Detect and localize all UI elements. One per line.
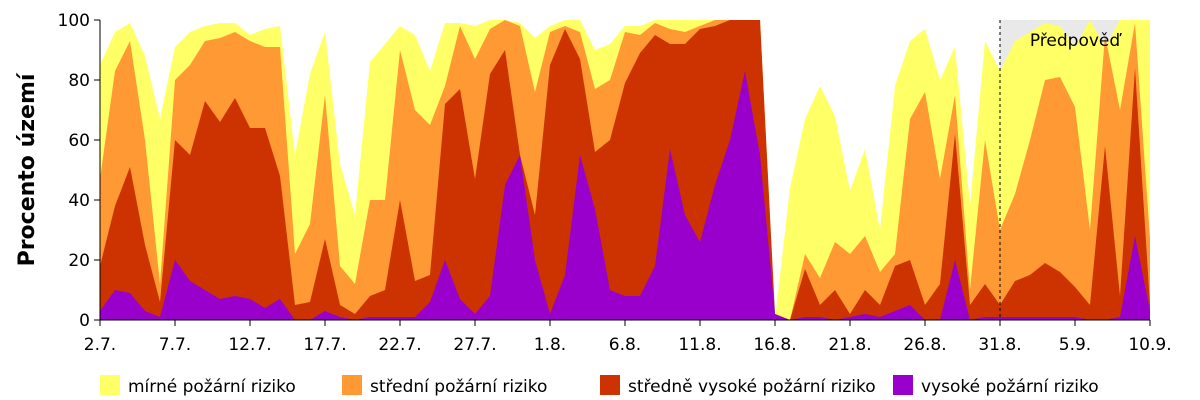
legend-label: vysoké požární riziko (921, 377, 1099, 397)
y-tick-label: 40 (68, 191, 90, 211)
legend-swatch (100, 375, 120, 395)
y-tick-label: 80 (68, 71, 90, 91)
y-tick-label: 20 (68, 251, 90, 271)
legend-swatch (342, 375, 362, 395)
x-tick-label: 6.8. (609, 335, 641, 355)
x-tick-label: 22.7. (378, 335, 421, 355)
y-axis-title: Procento území (15, 72, 40, 266)
legend-label: mírné požární riziko (128, 377, 296, 397)
x-tick-label: 31.8. (978, 335, 1021, 355)
x-tick-label: 1.8. (534, 335, 566, 355)
legend-label: střední požární riziko (370, 377, 547, 397)
legend-swatch (600, 375, 620, 395)
x-tick-label: 10.9. (1128, 335, 1171, 355)
x-tick-label: 27.7. (453, 335, 496, 355)
x-tick-label: 21.8. (828, 335, 871, 355)
x-tick-label: 16.8. (753, 335, 796, 355)
legend-label: středně vysoké požární riziko (628, 377, 876, 397)
legend-swatch (893, 375, 913, 395)
forecast-label: Předpověď (1030, 31, 1123, 51)
area-series-0 (100, 71, 1150, 320)
x-tick-label: 5.9. (1059, 335, 1091, 355)
x-tick-label: 17.7. (303, 335, 346, 355)
legend: mírné požární riziko střední požární rizi… (100, 375, 1099, 397)
y-tick-label: 60 (68, 131, 90, 151)
x-tick-label: 7.7. (159, 335, 191, 355)
x-tick-label: 11.8. (678, 335, 721, 355)
y-tick-label: 0 (79, 311, 90, 331)
area-series-1 (100, 20, 1150, 320)
x-tick-label: 2.7. (84, 335, 116, 355)
stacked-areas (100, 20, 1150, 320)
x-tick-label: 26.8. (903, 335, 946, 355)
x-tick-label: 12.7. (228, 335, 271, 355)
y-tick-label: 100 (58, 11, 90, 31)
axes: 0 20 40 60 80 100 2.7. 7.7. 12.7. 17.7. 22.7. 27.7.… (15, 11, 1172, 355)
